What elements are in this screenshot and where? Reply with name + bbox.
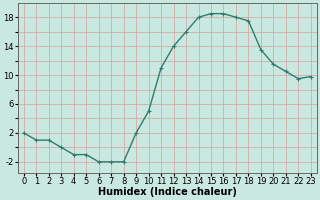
X-axis label: Humidex (Indice chaleur): Humidex (Indice chaleur) [98,187,237,197]
